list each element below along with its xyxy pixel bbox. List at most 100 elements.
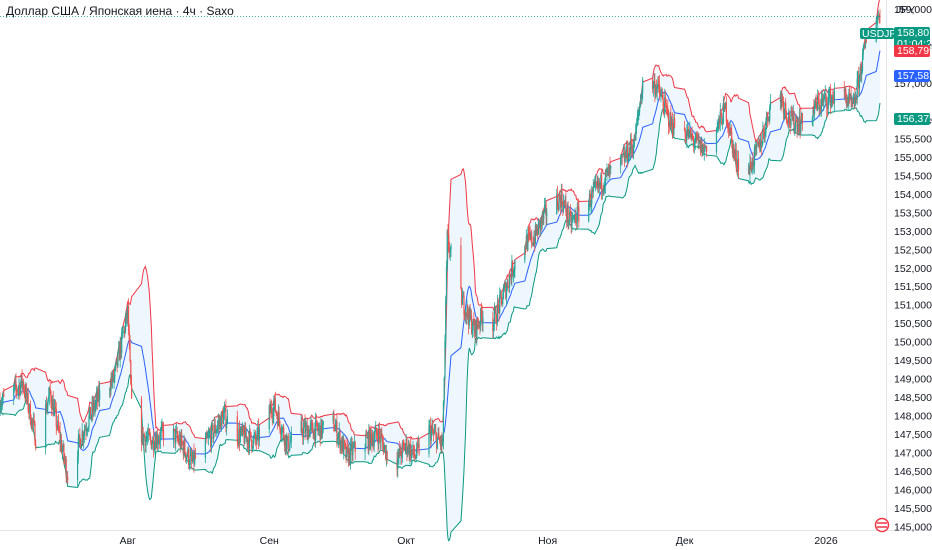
- candle-body: [636, 116, 638, 125]
- candle-body: [247, 439, 249, 444]
- candle-body: [736, 164, 738, 167]
- candle-body: [334, 427, 337, 431]
- candle-body: [783, 110, 785, 114]
- candle-body: [683, 127, 686, 132]
- candle-body: [205, 434, 207, 439]
- brand-logo-icon[interactable]: [874, 517, 890, 533]
- candle-body: [144, 436, 146, 447]
- candle-body: [273, 403, 275, 416]
- candle-body: [461, 297, 464, 305]
- candle-body: [788, 113, 790, 123]
- candle-body: [281, 428, 283, 434]
- candle-body: [48, 387, 51, 396]
- candle-body: [537, 228, 539, 235]
- candle-body: [499, 293, 502, 295]
- candle-body: [546, 214, 548, 216]
- candle-body: [407, 444, 410, 452]
- candle-body: [399, 447, 401, 456]
- candle-body: [397, 457, 399, 469]
- candle-body: [699, 140, 701, 143]
- candle-body: [758, 139, 760, 147]
- candle-body: [578, 207, 580, 222]
- price-axis[interactable]: JPY 145,000 145,500 146,000 146,500 147,000 1…: [894, 4, 932, 533]
- time-axis[interactable]: Авг Сен Окт Ноя Дек 2026: [120, 535, 838, 547]
- candle-body: [750, 167, 753, 172]
- candle-body: [480, 308, 483, 316]
- candle-body: [493, 322, 495, 332]
- candle-body: [469, 307, 471, 318]
- candle-body: [65, 458, 67, 478]
- candle-body: [176, 431, 178, 439]
- candle-body: [588, 193, 591, 203]
- candle-body: [503, 286, 505, 291]
- candle-body: [186, 455, 188, 457]
- candle-body: [480, 308, 482, 326]
- candle-body: [213, 424, 216, 433]
- candle-body: [666, 107, 668, 109]
- candle-body: [273, 398, 276, 404]
- candle-body: [593, 185, 595, 188]
- candle-body: [525, 236, 527, 249]
- candle-body: [623, 152, 625, 155]
- candle-body: [367, 435, 369, 450]
- candle-body: [763, 130, 765, 133]
- candle-body: [337, 435, 340, 439]
- candle-body: [184, 440, 186, 453]
- candle-body: [626, 145, 629, 162]
- candle-body: [653, 80, 655, 84]
- candle-body: [813, 108, 815, 114]
- candle-body: [850, 94, 852, 102]
- candle-body: [576, 206, 578, 223]
- candle-body: [670, 119, 673, 127]
- candle-body: [512, 261, 514, 275]
- candle-body: [308, 429, 310, 438]
- y-tick-label: 153,500: [894, 207, 932, 219]
- candle-body: [467, 306, 469, 317]
- candle-body: [598, 182, 600, 188]
- candle-body: [121, 332, 123, 353]
- candle-body: [468, 307, 470, 325]
- candle-body: [852, 101, 854, 104]
- candle-body: [496, 303, 499, 323]
- candle-body: [408, 444, 410, 457]
- candle-body: [572, 216, 575, 218]
- candle-body: [829, 89, 831, 96]
- candle-body: [639, 100, 642, 108]
- candle-body: [286, 439, 288, 449]
- candle-body: [564, 201, 566, 205]
- lower-band-price-tag: [894, 113, 930, 125]
- candle-body: [531, 232, 533, 244]
- candle-body: [797, 124, 799, 132]
- candle-body: [127, 305, 129, 318]
- candle-body: [506, 281, 508, 289]
- candle-body: [300, 421, 302, 433]
- candle-body: [857, 75, 859, 80]
- candle-body: [655, 88, 657, 95]
- candle-body: [694, 141, 696, 144]
- candle-body: [575, 222, 578, 224]
- candle-body: [87, 427, 89, 430]
- candle-body: [351, 444, 353, 456]
- x-tick-label: Сен: [260, 535, 279, 547]
- candle-body: [97, 388, 99, 402]
- candle-body: [769, 107, 771, 121]
- x-tick-label: Ноя: [538, 535, 557, 547]
- candle-body: [116, 358, 118, 366]
- candle-body: [60, 440, 62, 444]
- candle-body: [601, 189, 603, 192]
- candle-body: [445, 266, 448, 300]
- candle-body: [67, 477, 69, 481]
- candle-body: [206, 434, 208, 438]
- candle-body: [313, 428, 315, 439]
- candle-body: [620, 154, 623, 158]
- candle-body: [556, 194, 559, 207]
- y-tick-label: 147,000: [894, 447, 932, 459]
- candle-body: [402, 443, 404, 445]
- candle-body: [77, 437, 79, 458]
- candle-body: [725, 102, 727, 110]
- candle-body: [737, 158, 739, 167]
- candle-body: [161, 424, 163, 429]
- candle-body: [32, 420, 35, 424]
- candle-body: [622, 154, 624, 157]
